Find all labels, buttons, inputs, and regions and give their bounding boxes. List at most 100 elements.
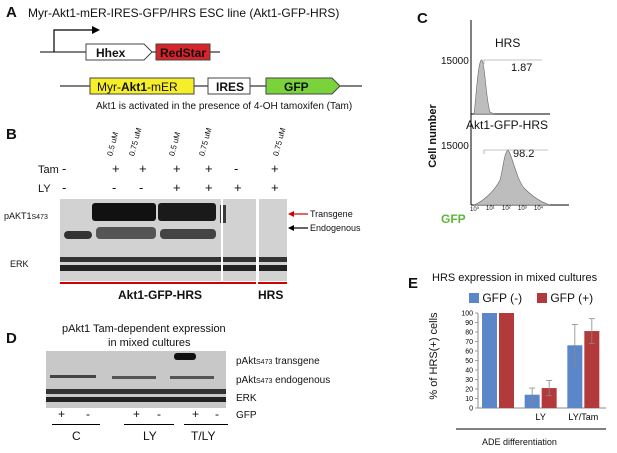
panel-c-ylabel: Cell number: [427, 104, 439, 168]
legend-neg: GFP (-): [469, 291, 522, 305]
dose-label: 0.75 uM: [197, 126, 214, 157]
panel-d-title1: pAkt1 Tam-dependent expression: [62, 323, 226, 335]
bar: [567, 345, 583, 408]
d-endog-suffix: endogenous: [272, 375, 331, 386]
panel-d-title2: in mixed cultures: [108, 337, 191, 349]
erk-label-b: ERK: [10, 259, 29, 269]
d-endog-sub: S473: [256, 378, 273, 385]
d-erk-label: ERK: [236, 393, 257, 404]
tam-mark: +: [271, 161, 279, 176]
legend-neg-label: GFP (-): [482, 291, 523, 305]
legend-pos-swatch: [537, 293, 547, 303]
group-label-hrs: HRS: [258, 288, 284, 302]
panel-d-letter: D: [6, 330, 17, 347]
d-group-label: T/LY: [191, 429, 216, 443]
hist-top-ymax: 15000: [441, 56, 469, 67]
hist-xtick: 10³: [518, 206, 527, 212]
tam-mark: -: [62, 161, 67, 176]
y-tick-label: 0: [469, 406, 473, 413]
d-group-label: C: [72, 429, 81, 443]
bar: [499, 313, 514, 408]
d-endogenous-label: pAktS473 endogenous: [236, 375, 330, 386]
akt1-bold: Akt1: [121, 80, 148, 94]
transgene-label: Transgene: [310, 209, 353, 219]
panel-e-title: HRS expression in mixed cultures: [432, 272, 598, 284]
hist-top-value: 1.87: [511, 62, 533, 74]
ly-mark: -: [62, 180, 67, 195]
tam-mark: +: [139, 161, 147, 176]
y-tick-label: 100: [461, 311, 473, 318]
legend-pos: GFP (+): [537, 291, 593, 305]
d-gfp-mark: +: [133, 407, 141, 421]
d-transgene-main: pAkt: [236, 356, 257, 367]
ly-mark: +: [234, 180, 242, 195]
d-group-label: LY: [143, 429, 157, 443]
panel-c-letter: C: [417, 10, 428, 27]
dose-label: 0.5 uM: [167, 131, 183, 157]
tam-mark: +: [112, 161, 120, 176]
y-tick-label: 60: [465, 349, 473, 356]
d-transgene-sub: S473: [256, 359, 273, 366]
ly-mark: +: [205, 180, 213, 195]
transgene-arrows: [288, 211, 308, 231]
y-tick-label: 20: [465, 387, 473, 394]
y-tick-label: 10: [465, 396, 473, 403]
legend-neg-swatch: [469, 293, 479, 303]
myr-prefix: Myr-: [97, 80, 121, 94]
panel-b-letter: B: [6, 126, 17, 143]
d-group-underline: [124, 424, 174, 425]
y-tick-label: 70: [465, 339, 473, 346]
y-tick-label: 50: [465, 358, 473, 365]
ires-label: IRES: [216, 80, 245, 94]
hist-xtick: 10⁰: [470, 207, 480, 213]
panel-e-xlabel: ADE differentiation: [482, 437, 557, 447]
y-tick-label: 30: [465, 377, 473, 384]
y-tick-label: 90: [465, 320, 473, 327]
pakt-sub: S473: [31, 214, 48, 221]
pakt-label: pAKT1S473: [4, 211, 48, 221]
pakt-main: pAKT1: [4, 211, 32, 221]
bar-chart: 0 10 20 30 40 50 60 70 80 90 100 LY LY/Tam: [456, 311, 606, 430]
d-gfp-mark: -: [86, 407, 90, 421]
panel-c-xlabel: GFP: [441, 212, 466, 226]
gfp-label: GFP: [284, 80, 309, 94]
western-blot-b: [60, 199, 287, 281]
panel-a-caption: Akt1 is activated in the presence of 4-O…: [96, 101, 353, 112]
d-gfp-label: GFP: [236, 410, 257, 421]
hist-xtick: 10²: [502, 206, 511, 212]
group-underline-2: [258, 282, 287, 284]
panel-e-letter: E: [408, 275, 419, 292]
d-transgene-label: pAktS473 transgene: [236, 356, 320, 367]
y-tick-label: 80: [465, 330, 473, 337]
hist-top-title: HRS: [495, 36, 521, 50]
bar: [584, 331, 600, 408]
hist-xtick: 10⁴: [534, 206, 544, 212]
ly-row-label: LY: [38, 183, 51, 195]
x-category-label: LY: [535, 412, 545, 422]
d-gfp-mark: +: [58, 407, 66, 421]
d-group-underline: [184, 424, 228, 425]
x-category-label: LY/Tam: [568, 412, 598, 422]
bar: [541, 388, 557, 408]
d-gfp-mark: +: [192, 407, 200, 421]
y-tick-label: 40: [465, 368, 473, 375]
ly-mark: +: [173, 180, 181, 195]
myr-akt1-label: Myr-Akt1-mER: [97, 80, 178, 94]
redstar-label: RedStar: [160, 46, 207, 60]
bar: [482, 313, 497, 408]
dose-label: 0.5 uM: [105, 131, 121, 157]
d-group-underline: [52, 424, 100, 425]
hist-bottom-ymax: 15000: [441, 141, 469, 152]
hist-bottom-value: 98.2: [513, 148, 535, 160]
group-label-akt1: Akt1-GFP-HRS: [118, 288, 203, 302]
hist-bottom-title: Akt1-GFP-HRS: [466, 118, 549, 132]
flow-histograms: [470, 20, 569, 206]
construct-diagram: [40, 26, 362, 95]
panel-e-ylabel: % of HRS(+) cells: [428, 312, 440, 400]
ly-mark: +: [271, 180, 279, 195]
d-transgene-suffix: transgene: [272, 356, 320, 367]
hhex-label: Hhex: [96, 46, 126, 60]
ly-mark: -: [139, 180, 144, 195]
dose-label: 0.75 uM: [127, 126, 144, 157]
d-gfp-mark: -: [157, 407, 161, 421]
